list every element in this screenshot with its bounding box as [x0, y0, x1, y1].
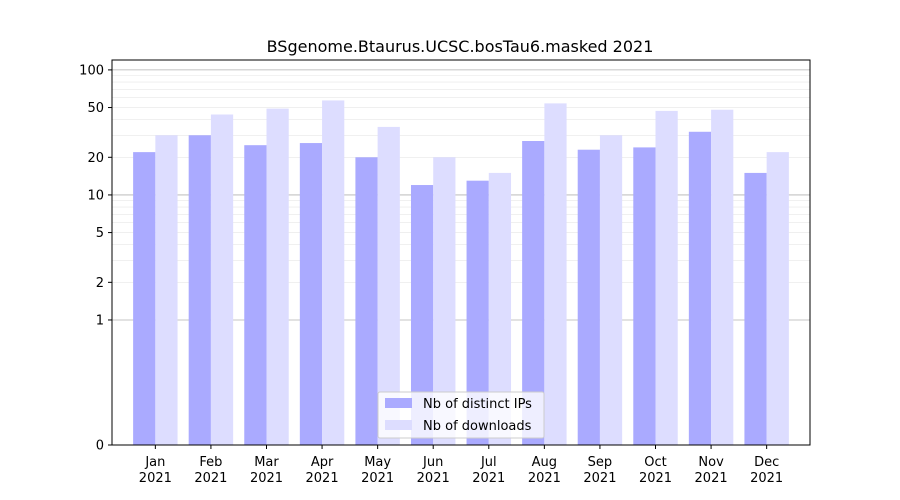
x-tick-label: Aug 2021 — [528, 455, 561, 486]
bar-downloads — [599, 135, 623, 445]
bar-downloads — [266, 108, 289, 445]
bar-distinct-ips — [355, 157, 378, 445]
bar-downloads — [322, 100, 345, 445]
x-tick-label-line: 2021 — [417, 471, 450, 486]
x-tick-label-line: 2021 — [194, 471, 227, 486]
x-tick-label: Oct 2021 — [639, 455, 672, 486]
bar-distinct-ips — [688, 131, 712, 445]
x-tick-label: Mar 2021 — [250, 455, 283, 486]
bar-downloads — [766, 152, 789, 445]
bar-downloads — [155, 135, 178, 445]
bar-distinct-ips — [577, 149, 600, 446]
legend-swatch-ips — [385, 398, 412, 408]
bar-distinct-ips — [744, 172, 767, 445]
x-tick-label-line: Feb — [199, 455, 222, 470]
x-tick-label-line: May — [364, 455, 391, 470]
x-tick-label: Sep 2021 — [583, 455, 616, 486]
x-tick-label-line: Nov — [698, 455, 724, 470]
x-tick-label: May 2021 — [361, 455, 394, 486]
bar-downloads — [655, 110, 678, 445]
x-tick-label-line: Apr — [311, 455, 334, 470]
bar-downloads — [210, 114, 234, 445]
bar-downloads — [488, 172, 512, 445]
legend-label-downloads: Nb of downloads — [423, 419, 532, 434]
bar-downloads — [433, 157, 456, 445]
legend: Nb of distinct IPs Nb of downloads — [377, 391, 545, 439]
bar-distinct-ips — [244, 145, 267, 445]
y-tick-label: 10 — [87, 188, 104, 203]
x-tick-label-line: Mar — [254, 455, 279, 470]
y-tick-label: 2 — [96, 276, 104, 291]
x-tick-label: Jan 2021 — [139, 455, 172, 486]
x-tick-label-line: 2021 — [528, 471, 561, 486]
x-tick-label-line: Jul — [480, 455, 497, 470]
bars-layer — [133, 100, 789, 446]
x-tick-label: Apr 2021 — [306, 455, 339, 486]
legend-label-ips: Nb of distinct IPs — [423, 397, 532, 412]
x-tick-label-line: Aug — [532, 455, 557, 470]
bar-downloads — [544, 103, 567, 446]
x-tick-label: Dec 2021 — [750, 455, 783, 486]
x-tick-label-line: 2021 — [361, 471, 394, 486]
bar-distinct-ips — [466, 180, 489, 445]
bar-distinct-ips — [299, 143, 323, 445]
bar-distinct-ips — [522, 140, 545, 445]
x-tick-label-line: 2021 — [583, 471, 616, 486]
x-tick-label-line: Dec — [754, 455, 779, 470]
y-tick-label: 50 — [87, 101, 104, 116]
x-tick-label: Jul 2021 — [472, 455, 505, 486]
y-tick-label: 5 — [96, 226, 104, 241]
x-tick-label-line: Jun — [422, 455, 443, 470]
y-tick-label: 20 — [87, 151, 104, 166]
bar-downloads — [711, 109, 734, 445]
bar-distinct-ips — [133, 152, 156, 445]
plot-frame — [111, 59, 811, 446]
y-tick-label: 100 — [79, 63, 104, 78]
bar-distinct-ips — [188, 135, 211, 445]
x-tick-label-line: 2021 — [639, 471, 672, 486]
x-tick-label-line: 2021 — [472, 471, 505, 486]
y-tick-label: 1 — [96, 313, 104, 328]
x-tick-label: Feb 2021 — [194, 455, 227, 486]
bar-downloads — [377, 126, 400, 446]
legend-box — [377, 391, 545, 439]
x-tick-label: Nov 2021 — [695, 455, 728, 486]
x-tick-label-line: Sep — [588, 455, 613, 470]
bar-distinct-ips — [410, 185, 434, 445]
x-tick-label-line: Jan — [144, 455, 165, 470]
bar-distinct-ips — [633, 147, 656, 446]
x-tick-label: Jun 2021 — [417, 455, 450, 486]
x-tick-label-line: 2021 — [695, 471, 728, 486]
x-tick-label-line: 2021 — [750, 471, 783, 486]
legend-swatch-downloads — [385, 420, 412, 430]
chart-title: BSgenome.Btaurus.UCSC.bosTau6.masked 202… — [267, 37, 654, 56]
y-tick-label: 0 — [96, 439, 104, 454]
x-tick-label-line: 2021 — [250, 471, 283, 486]
x-tick-label-line: Oct — [644, 455, 666, 470]
x-tick-label-line: 2021 — [139, 471, 172, 486]
x-tick-label-line: 2021 — [306, 471, 339, 486]
